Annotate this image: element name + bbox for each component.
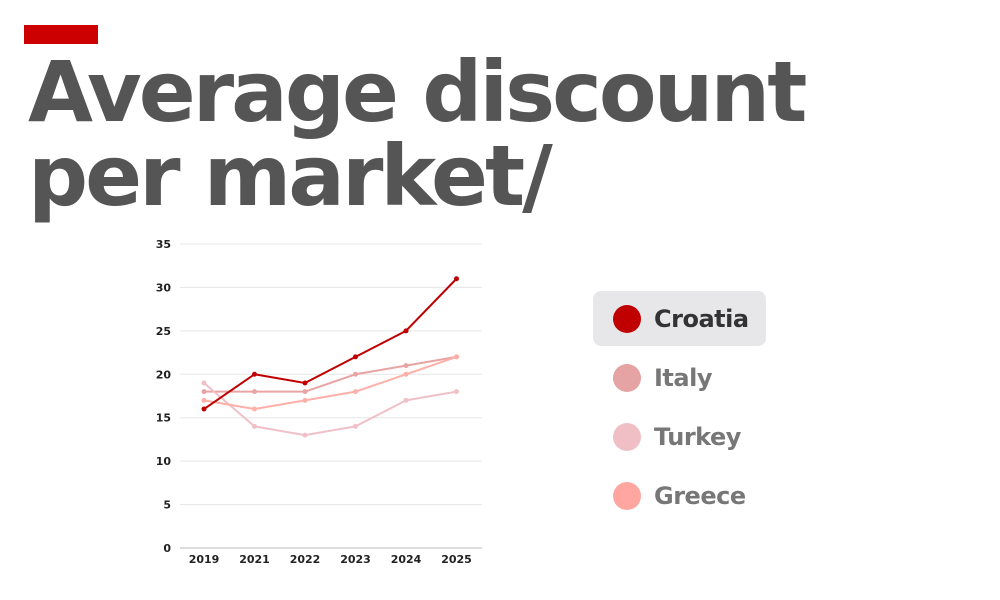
data-point-greece [403, 371, 409, 377]
legend-swatch-greece [613, 481, 641, 510]
x-tick-label: 2025 [441, 553, 472, 566]
legend-item-croatia[interactable]: Croatia [593, 291, 766, 346]
accent-bar [24, 25, 98, 44]
data-point-italy [302, 389, 308, 395]
legend-label-croatia: Croatia [654, 304, 749, 333]
y-tick-label: 10 [156, 455, 172, 468]
data-point-turkey [302, 432, 308, 438]
data-point-greece [454, 354, 459, 360]
series-line-croatia [203, 278, 458, 410]
chart-grid [180, 243, 482, 549]
legend-label-greece: Greece [654, 481, 746, 510]
legend-swatch-turkey [613, 422, 641, 451]
title-line-1: Average discount [28, 43, 807, 141]
data-point-italy [353, 371, 358, 377]
data-point-croatia [454, 276, 459, 282]
data-point-turkey [454, 389, 459, 395]
data-point-turkey [353, 423, 358, 429]
y-tick-label: 20 [156, 368, 172, 381]
y-tick-label: 25 [156, 325, 171, 338]
data-point-croatia [302, 380, 308, 386]
x-tick-label: 2022 [290, 553, 321, 566]
series-greece [201, 354, 459, 412]
legend-swatch-italy [613, 363, 641, 392]
legend-item-greece[interactable]: Greece [593, 468, 766, 523]
data-point-croatia [353, 354, 358, 360]
legend-item-turkey[interactable]: Turkey [593, 409, 766, 464]
data-point-turkey [403, 397, 409, 403]
y-axis: 0 5 10 15 20 25 30 35 [156, 238, 172, 555]
data-point-greece [353, 389, 358, 395]
series-line-turkey [203, 382, 457, 437]
series-croatia [201, 276, 459, 412]
data-point-italy [252, 389, 257, 395]
data-point-italy [403, 363, 409, 369]
data-point-croatia [403, 328, 409, 334]
data-point-croatia [252, 371, 257, 377]
legend-label-italy: Italy [654, 363, 712, 392]
legend-item-italy[interactable]: Italy [593, 350, 766, 405]
x-tick-label: 2023 [340, 553, 371, 566]
data-point-turkey [252, 423, 257, 429]
y-tick-label: 30 [156, 281, 172, 294]
data-point-croatia [201, 406, 207, 412]
data-point-turkey [201, 380, 207, 386]
title-line-2: per market/ [28, 127, 553, 225]
chart-series [201, 276, 459, 438]
chart-legend: Croatia Italy Turkey Greece [593, 291, 793, 527]
x-axis: 2019 2021 2022 2023 2024 2025 [189, 553, 472, 566]
legend-swatch-croatia [613, 304, 641, 333]
series-line-italy [204, 355, 457, 393]
series-line-greece [203, 355, 457, 411]
x-tick-label: 2021 [239, 553, 270, 566]
data-point-greece [201, 397, 207, 403]
y-tick-label: 35 [156, 238, 171, 251]
legend-label-turkey: Turkey [654, 422, 741, 451]
y-tick-label: 5 [163, 499, 171, 512]
y-tick-label: 15 [156, 412, 171, 425]
page-title: Average discount per market/ [28, 50, 928, 218]
x-tick-label: 2024 [391, 553, 422, 566]
x-tick-label: 2019 [189, 553, 220, 566]
data-point-greece [302, 397, 308, 403]
data-point-greece [252, 406, 257, 412]
series-turkey [201, 380, 459, 438]
data-point-italy [201, 389, 207, 395]
y-tick-label: 0 [163, 542, 171, 555]
